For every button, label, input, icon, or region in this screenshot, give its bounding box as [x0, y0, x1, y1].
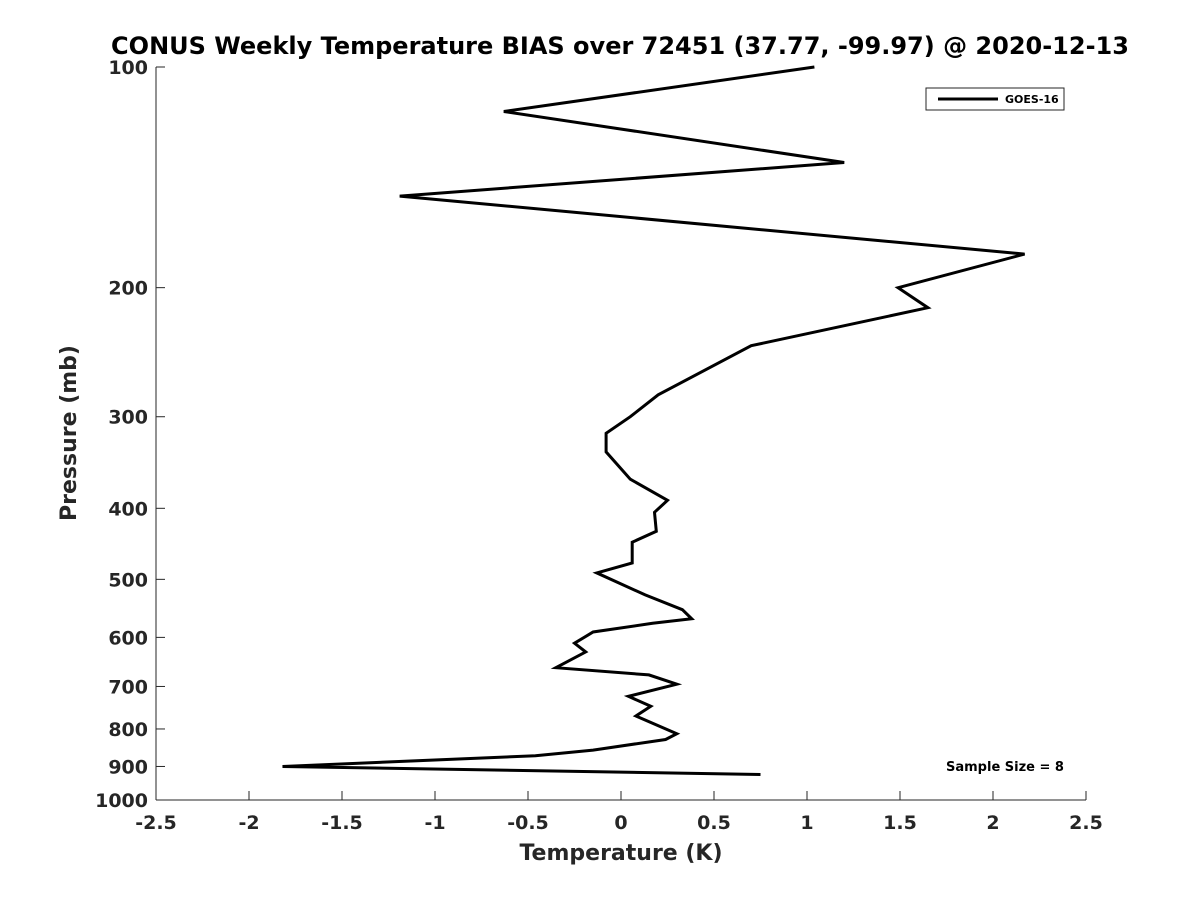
- x-tick-label: -1: [424, 812, 445, 834]
- y-axis-label: Pressure (mb): [57, 345, 82, 521]
- x-tick-label: -1.5: [321, 812, 363, 834]
- x-tick-label: 1: [800, 812, 813, 834]
- x-axis-ticks: -2.5 -2 -1.5 -1 -0.5 0 0.5 1 1.5 2 2.5: [135, 791, 1103, 834]
- x-tick-label: 2.5: [1069, 812, 1103, 834]
- x-axis-label: Temperature (K): [519, 841, 722, 866]
- y-tick-label: 800: [108, 719, 148, 741]
- x-tick-label: -2: [238, 812, 259, 834]
- y-axis-ticks: 100 200 300 400 500 600 700 800 900 1000: [95, 57, 165, 812]
- y-tick-label: 300: [108, 407, 148, 429]
- y-tick-label: 100: [108, 57, 148, 79]
- y-tick-label: 600: [108, 627, 148, 649]
- plot-area: -2.5 -2 -1.5 -1 -0.5 0 0.5 1 1.5 2 2.5 100 200 300 40…: [95, 57, 1103, 834]
- y-tick-label: 700: [108, 676, 148, 698]
- x-tick-label: 0.5: [697, 812, 731, 834]
- x-tick-label: 1.5: [883, 812, 917, 834]
- y-tick-label: 200: [108, 278, 148, 300]
- legend: GOES-16: [925, 87, 1065, 111]
- y-tick-label: 500: [108, 569, 148, 591]
- series-layer: [282, 65, 1025, 776]
- y-tick-label: 900: [108, 756, 148, 778]
- x-tick-label: -0.5: [507, 812, 549, 834]
- x-tick-label: -2.5: [135, 812, 177, 834]
- x-tick-label: 2: [986, 812, 999, 834]
- sample-size-annotation: Sample Size = 8: [946, 760, 1064, 775]
- x-tick-label: 0: [614, 812, 627, 834]
- series-line-goes-16: [282, 65, 1025, 776]
- legend-entry-goes-16: GOES-16: [1005, 93, 1059, 106]
- y-tick-label: 400: [108, 498, 148, 520]
- chart-title: CONUS Weekly Temperature BIAS over 72451…: [111, 32, 1129, 60]
- y-tick-label: 1000: [95, 790, 148, 812]
